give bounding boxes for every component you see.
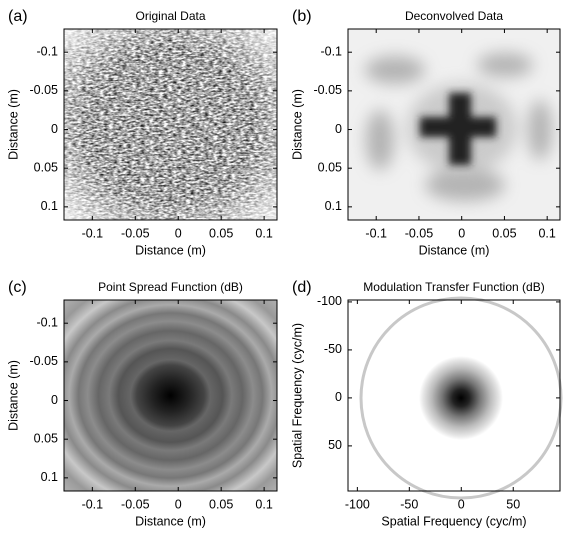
y-tick-label: 0 xyxy=(335,122,342,136)
y-tick-label: 0.1 xyxy=(41,470,58,484)
plot-frame xyxy=(63,28,278,221)
y-tick-label: 0.05 xyxy=(318,160,342,174)
image-d xyxy=(348,296,563,500)
x-tick-label: 0.1 xyxy=(255,226,272,240)
image-c xyxy=(64,300,277,491)
y-tick-label: -0.1 xyxy=(36,44,58,58)
chart-title: Original Data xyxy=(135,9,205,23)
y-tick-label: 0 xyxy=(51,393,58,407)
x-tick-label: -0.05 xyxy=(121,226,150,240)
plot-frame xyxy=(347,299,561,492)
chart-title: Deconvolved Data xyxy=(405,9,503,23)
x-tick-label: -0.1 xyxy=(365,226,387,240)
y-axis-label: Distance (m) xyxy=(6,360,20,431)
x-tick-label: 0.05 xyxy=(209,497,233,511)
chart-title: Modulation Transfer Function (dB) xyxy=(363,280,544,294)
y-tick-label: -0.05 xyxy=(30,354,59,368)
y-axis-label: Distance (m) xyxy=(6,89,20,160)
y-tick-label: 0 xyxy=(335,390,342,404)
image-a xyxy=(64,29,277,220)
y-tick-label: -100 xyxy=(317,294,342,308)
y-tick-label: 0.05 xyxy=(34,431,58,445)
x-tick-label: 0 xyxy=(458,226,465,240)
y-tick-label: -0.1 xyxy=(36,315,58,329)
y-tick-label: -0.1 xyxy=(320,44,342,58)
x-axis-label: Spatial Frequency (cyc/m) xyxy=(381,514,526,528)
x-axis-label: Distance (m) xyxy=(135,514,206,528)
y-tick-label: 0.1 xyxy=(41,199,58,213)
panel-label: (b) xyxy=(292,8,312,25)
plot-frame xyxy=(347,28,561,221)
chart-title: Point Spread Function (dB) xyxy=(98,280,243,294)
x-tick-label: -0.1 xyxy=(82,497,104,511)
x-tick-label: 0.1 xyxy=(538,226,555,240)
plot-frame xyxy=(63,299,278,492)
panel-label: (a) xyxy=(8,8,28,25)
x-tick-label: 0 xyxy=(175,226,182,240)
y-tick-label: 50 xyxy=(328,438,342,452)
x-tick-label: 0.05 xyxy=(209,226,233,240)
y-tick-label: 0.1 xyxy=(325,199,342,213)
x-tick-label: 0.1 xyxy=(255,497,272,511)
y-axis-label: Spatial Frequency (cyc/m) xyxy=(290,323,304,468)
x-tick-label: -100 xyxy=(345,497,370,511)
x-tick-label: -0.1 xyxy=(82,226,104,240)
panel-label: (c) xyxy=(8,279,27,296)
x-tick-label: 50 xyxy=(506,497,520,511)
y-tick-label: 0.05 xyxy=(34,160,58,174)
y-tick-label: -50 xyxy=(324,342,342,356)
x-tick-label: 0.05 xyxy=(492,226,516,240)
image-b xyxy=(348,29,560,220)
x-tick-label: 0 xyxy=(175,497,182,511)
x-tick-label: -0.05 xyxy=(121,497,150,511)
x-axis-label: Distance (m) xyxy=(135,243,206,257)
y-tick-label: -0.05 xyxy=(314,83,343,97)
y-tick-label: -0.05 xyxy=(30,83,59,97)
panel-label: (d) xyxy=(292,279,312,296)
x-tick-label: -50 xyxy=(400,497,418,511)
y-tick-label: 0 xyxy=(51,122,58,136)
x-tick-label: -0.05 xyxy=(405,226,434,240)
x-axis-label: Distance (m) xyxy=(419,243,490,257)
x-tick-label: 0 xyxy=(458,497,465,511)
y-axis-label: Distance (m) xyxy=(290,89,304,160)
